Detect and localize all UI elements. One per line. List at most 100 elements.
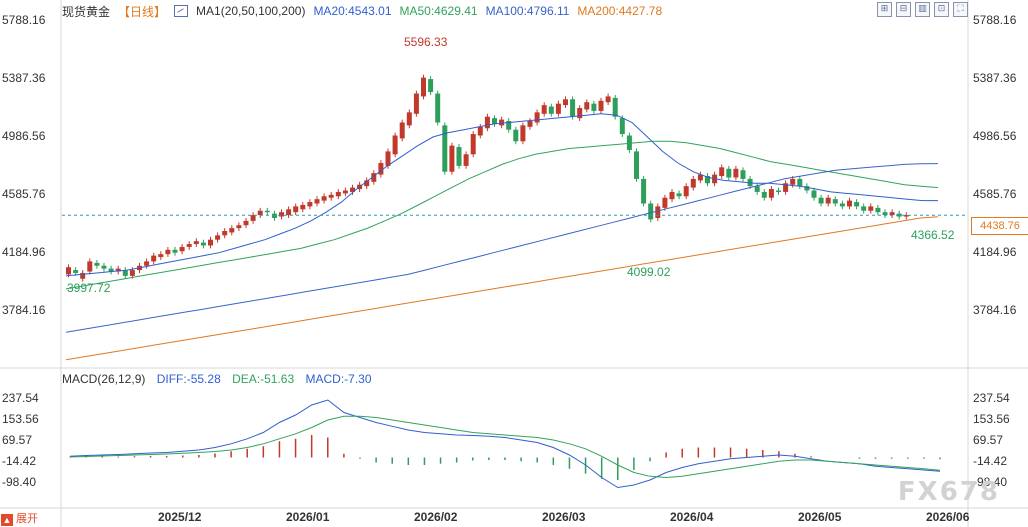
candle-body: [364, 180, 370, 187]
candle-body: [115, 268, 121, 272]
macd-tick-left: 69.57: [2, 433, 32, 447]
candle-body: [286, 209, 292, 216]
expand-icon[interactable]: ▲: [1, 514, 13, 526]
candle-body: [222, 231, 228, 236]
price-tick-left: 4585.76: [2, 187, 46, 201]
candle-body: [499, 119, 505, 126]
candle-body: [868, 206, 874, 211]
price-tick-left: 3784.16: [2, 303, 46, 317]
candle-body: [875, 207, 881, 213]
annotation-high: 5596.33: [404, 35, 448, 49]
candle-body: [335, 191, 341, 197]
candle-body: [811, 190, 817, 198]
candle-body: [726, 168, 732, 178]
candle-body: [776, 190, 781, 192]
candle-body: [385, 151, 391, 166]
ma50-line: [65, 140, 939, 290]
price-tick-left: 5387.36: [2, 71, 46, 85]
candle-body: [293, 206, 299, 213]
ma200-line: [65, 216, 939, 361]
candle-body: [73, 270, 79, 273]
expand-label[interactable]: 展开: [16, 513, 38, 525]
fullscreen-icon[interactable]: ⛶: [953, 2, 968, 17]
candle-body: [449, 145, 455, 172]
macd-tick-left: -14.42: [2, 454, 36, 468]
candle-body: [797, 178, 803, 187]
candle-body: [342, 190, 348, 194]
candle-body: [250, 215, 256, 221]
price-tick-right: 4986.56: [973, 129, 1017, 143]
candle-body: [314, 199, 320, 204]
candle-body: [854, 202, 860, 207]
watermark: FX678: [897, 477, 1000, 507]
macd-tick-right: -98.40: [973, 475, 1007, 489]
candle-body: [506, 121, 512, 130]
candle-body: [555, 103, 561, 114]
candle-body: [271, 213, 277, 218]
zoom-in-icon[interactable]: ⊞: [877, 2, 892, 17]
price-tick-right: 5387.36: [973, 71, 1017, 85]
candle-body: [378, 162, 384, 175]
candle-body: [655, 206, 661, 218]
date-tick: 2026/04: [670, 510, 714, 524]
candle-body: [307, 202, 313, 207]
macd-diff-line: [69, 399, 941, 489]
candle-body: [534, 112, 540, 123]
candle-body: [101, 265, 107, 269]
indicator-icon[interactable]: [174, 5, 189, 17]
candle-body: [186, 244, 192, 247]
candle-body: [428, 79, 434, 93]
candle-body: [421, 77, 426, 97]
candle-body: [399, 122, 405, 139]
macd-tick-right: -14.42: [973, 454, 1007, 468]
price-tick-left: 4184.96: [2, 245, 46, 259]
candle-body: [690, 178, 696, 188]
period-selector[interactable]: 【日线】: [118, 4, 167, 19]
macd-tick-left: -98.40: [2, 475, 36, 489]
candle-body: [662, 197, 668, 208]
candle-body: [463, 154, 469, 166]
ma20-value: MA20:4543.01: [313, 4, 392, 18]
candle-body: [676, 193, 682, 197]
candle-body: [584, 102, 590, 110]
date-tick: 2025/12: [158, 510, 202, 524]
candle-body: [705, 176, 710, 184]
candle-body: [236, 225, 242, 229]
candle-body: [151, 255, 157, 262]
indicator-name[interactable]: MA1(20,50,100,200): [196, 4, 306, 18]
candle-body: [768, 189, 774, 198]
candle-body: [548, 106, 554, 114]
candle-body: [648, 203, 654, 220]
candle-body: [300, 204, 306, 210]
candle-body: [229, 228, 235, 233]
candle-body: [122, 270, 128, 276]
price-tick-right: 4585.76: [973, 187, 1017, 201]
candle-body: [108, 268, 114, 272]
candle-body: [215, 235, 221, 240]
candle-body: [634, 151, 639, 179]
candle-body: [861, 206, 867, 211]
zoom-out-icon[interactable]: ⊟: [896, 2, 911, 17]
candle-body: [144, 261, 150, 266]
candle-body: [279, 212, 284, 217]
candle-body: [697, 174, 703, 181]
candle-body: [87, 261, 93, 272]
settings-icon[interactable]: ⊡: [934, 2, 949, 17]
candle-body: [804, 186, 810, 191]
instrument-name[interactable]: 现货黄金: [62, 4, 111, 19]
date-tick: 2026/05: [798, 510, 842, 524]
candle-body: [442, 125, 448, 172]
ma100-value: MA100:4796.11: [485, 4, 570, 18]
price-tick-right: 5788.16: [973, 13, 1017, 27]
candle-body: [321, 196, 327, 201]
macd-title[interactable]: MACD(26,12,9): [62, 372, 146, 386]
bar-chart-icon[interactable]: ▥: [915, 2, 930, 17]
candle-body: [492, 118, 497, 124]
candle-body: [520, 125, 526, 142]
macd-tick-left: 237.54: [2, 391, 39, 405]
current-price-tag: 4438.76: [971, 217, 1028, 235]
candle-body: [733, 168, 739, 178]
macd-header: MACD(26,12,9) DIFF:-55.28 DEA:-51.63 MAC…: [62, 372, 380, 386]
candle-body: [80, 272, 86, 279]
